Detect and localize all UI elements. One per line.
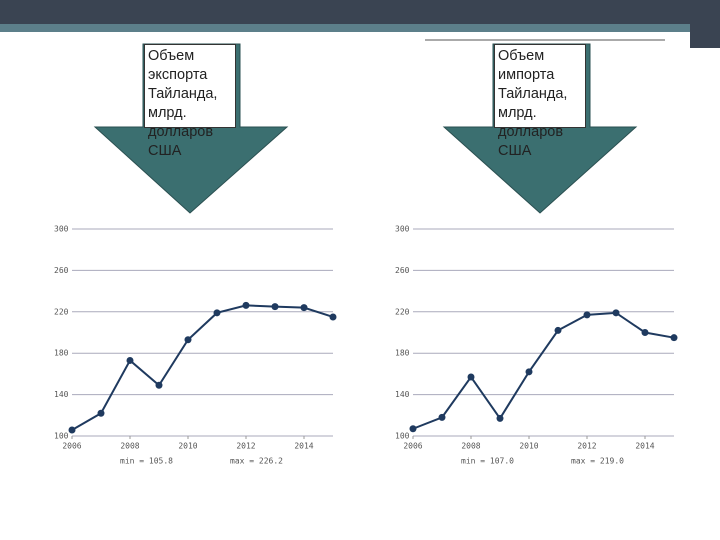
x-tick-label: 2010 bbox=[519, 442, 538, 451]
data-point bbox=[612, 309, 620, 317]
data-point bbox=[496, 414, 504, 422]
y-tick-label: 180 bbox=[395, 349, 410, 358]
data-point bbox=[300, 304, 308, 312]
data-point bbox=[583, 311, 591, 319]
y-tick-label: 300 bbox=[395, 225, 410, 234]
x-tick-label: 2014 bbox=[635, 442, 654, 451]
y-tick-label: 220 bbox=[54, 307, 69, 316]
y-tick-label: 260 bbox=[395, 266, 410, 275]
x-tick-label: 2012 bbox=[236, 442, 255, 451]
data-point bbox=[670, 334, 678, 342]
corner-block bbox=[690, 0, 720, 48]
arrow bbox=[93, 43, 289, 214]
x-tick-label: 2010 bbox=[178, 442, 197, 451]
x-tick-label: 2006 bbox=[62, 442, 81, 451]
y-tick-label: 100 bbox=[395, 432, 410, 441]
chart-title: Объем импорта Тайланда, млрд. долларов С… bbox=[494, 44, 586, 159]
y-tick-label: 140 bbox=[54, 390, 69, 399]
y-tick-label: 180 bbox=[54, 349, 69, 358]
data-point bbox=[409, 425, 417, 433]
y-tick-label: 300 bbox=[54, 225, 69, 234]
annotation: max = 219.0 bbox=[571, 457, 624, 466]
series-line bbox=[412, 311, 675, 430]
y-tick-label: 260 bbox=[54, 266, 69, 275]
y-tick-label: 220 bbox=[395, 307, 410, 316]
data-point bbox=[467, 373, 475, 381]
x-tick-label: 2014 bbox=[294, 442, 313, 451]
annotation: min = 105.8 bbox=[120, 457, 173, 466]
data-point bbox=[525, 368, 533, 376]
x-tick-label: 2008 bbox=[461, 442, 480, 451]
x-tick-label: 2008 bbox=[120, 442, 139, 451]
data-point bbox=[68, 426, 76, 434]
annotation: max = 226.2 bbox=[230, 457, 283, 466]
data-point bbox=[641, 329, 649, 336]
data-point bbox=[155, 381, 163, 389]
x-tick-label: 2006 bbox=[403, 442, 422, 451]
arrow bbox=[442, 43, 638, 214]
y-tick-label: 140 bbox=[395, 390, 410, 399]
annotation: min = 107.0 bbox=[461, 457, 514, 466]
series-line bbox=[71, 304, 334, 431]
data-point bbox=[438, 413, 446, 421]
top-bar bbox=[0, 0, 720, 24]
data-point bbox=[329, 313, 337, 321]
data-point bbox=[184, 336, 192, 344]
data-point bbox=[554, 326, 562, 334]
data-point bbox=[271, 303, 279, 311]
chart-title: Объем экспорта Тайланда, млрд. долларов … bbox=[144, 44, 236, 159]
data-point bbox=[126, 356, 134, 364]
top-stripe bbox=[0, 24, 720, 32]
x-tick-label: 2012 bbox=[577, 442, 596, 451]
y-tick-label: 100 bbox=[54, 432, 69, 441]
data-point bbox=[213, 309, 221, 317]
data-point bbox=[242, 301, 250, 309]
data-point bbox=[97, 409, 105, 417]
